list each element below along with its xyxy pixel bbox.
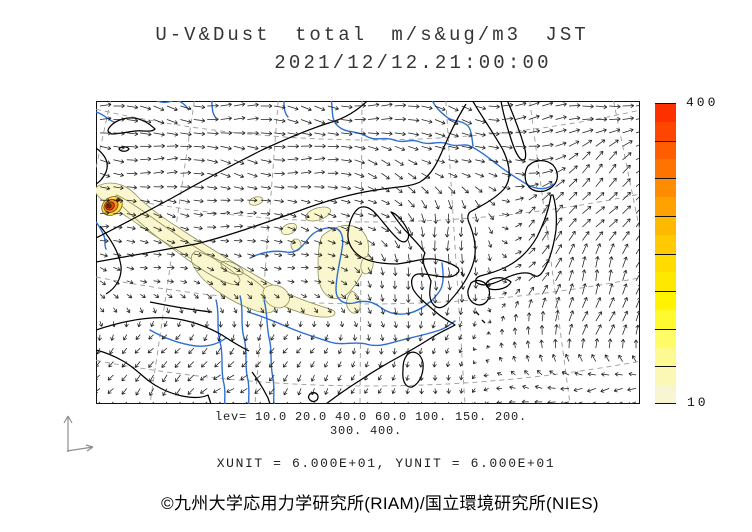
dust-colorbar (655, 103, 676, 404)
colorbar-segment (655, 103, 676, 122)
coastline-layer (96, 101, 558, 404)
colorbar-tick (655, 215, 676, 217)
wind-arrows-layer (96, 101, 640, 404)
colorbar-segment (655, 234, 676, 254)
colorbar-tick (655, 103, 676, 104)
dust-contour-layer (96, 182, 374, 318)
colorbar-segment (655, 347, 676, 367)
page-title: U-V&Dust total m/s&ug/m3 JST (155, 24, 589, 46)
colorbar-tick (655, 291, 676, 293)
colorbar-tick (655, 178, 676, 180)
colorbar-segment (655, 140, 676, 160)
colorbar-min-label: 10 (687, 395, 709, 410)
axis-arrows-icon (63, 415, 94, 452)
colorbar-segment (655, 159, 676, 179)
colorbar-tick (655, 366, 676, 368)
colorbar-tick (655, 328, 676, 330)
colorbar-segment (655, 178, 676, 198)
colorbar-segment (655, 121, 676, 141)
copyright-credit: ©九州大学応用力学研究所(RIAM)/国立環境研究所(NIES) (161, 494, 599, 513)
graticule-layer (96, 101, 640, 404)
colorbar-segment (655, 253, 676, 273)
dust-wind-map (96, 101, 640, 404)
colorbar-segment (655, 272, 676, 292)
contour-levels-line2: 300. 400. (329, 424, 403, 438)
colorbar-segment (655, 197, 676, 216)
forecast-datetime: 2021/12/12.21:00:00 (274, 52, 552, 74)
colorbar-max-label: 400 (686, 95, 719, 110)
colorbar-segment (655, 385, 676, 404)
colorbar-segment (655, 309, 676, 329)
x-axis-arrow-icon (66, 444, 94, 452)
colorbar-segment (655, 291, 676, 310)
colorbar-segment (655, 215, 676, 235)
colorbar-tick (655, 140, 676, 142)
colorbar-segment (655, 366, 676, 386)
vector-units-label: XUNIT = 6.000E+01, YUNIT = 6.000E+01 (216, 456, 556, 471)
contour-levels-line1: lev= 10.0 20.0 40.0 60.0 100. 150. 200. (214, 410, 528, 424)
rivers-layer (96, 101, 554, 404)
colorbar-tick (655, 253, 676, 255)
colorbar-segment (655, 328, 676, 348)
colorbar-tick (655, 403, 676, 404)
y-axis-arrow-icon (63, 415, 73, 452)
